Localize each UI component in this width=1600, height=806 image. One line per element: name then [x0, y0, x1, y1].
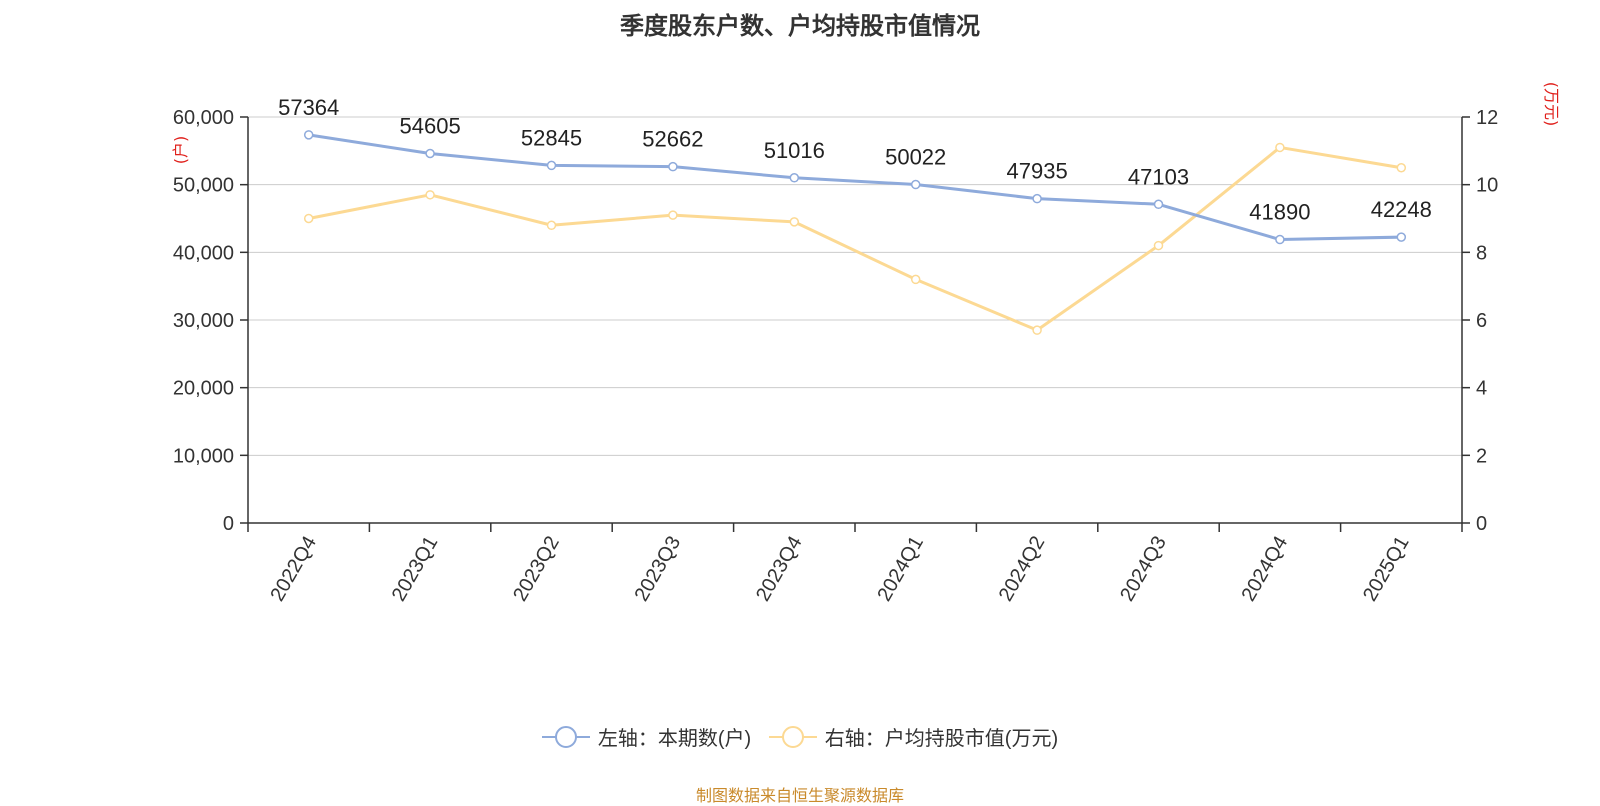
right-series-point	[546, 220, 557, 231]
left-series-line	[308, 133, 1402, 242]
left-series-point	[425, 148, 435, 159]
x-axis-tick-label: 2023Q1	[388, 533, 443, 606]
left-series-point	[789, 173, 800, 183]
source-note: 制图数据来自恒生聚源数据库	[695, 788, 904, 805]
data-label: 52845	[521, 125, 582, 150]
left-series-point	[1396, 232, 1407, 242]
chart-title: 季度股东户数、户均持股市值情况	[620, 13, 980, 40]
data-label: 52662	[642, 127, 703, 152]
right-series-point	[910, 274, 921, 285]
left-axis-tick-label: 10,000	[173, 445, 234, 467]
right-axis-unit-label: (万元)	[1542, 82, 1561, 127]
left-series-point	[546, 160, 557, 171]
data-label: 47935	[1007, 159, 1068, 184]
right-series-line	[308, 145, 1402, 332]
legend-marker-left-series	[541, 725, 590, 749]
x-axis-tick-label: 2023Q2	[509, 533, 564, 606]
x-axis-tick-label: 2024Q4	[1238, 533, 1293, 606]
x-axis-tick-label: 2025Q1	[1359, 533, 1414, 606]
left-axis-tick-label: 0	[223, 513, 234, 535]
x-axis-tick-label: 2023Q4	[752, 533, 807, 606]
right-axis-tick-label: 6	[1476, 310, 1487, 332]
left-axis-tick-label: 50,000	[173, 175, 234, 197]
right-axis-tick-label: 8	[1476, 242, 1487, 264]
right-axis-tick-label: 2	[1476, 445, 1487, 467]
left-series-point	[1153, 199, 1164, 210]
left-series-point	[1275, 234, 1285, 245]
x-axis-tick-label: 2023Q3	[631, 533, 686, 606]
right-axis-tick-label: 10	[1476, 175, 1498, 197]
legend-label-right-series: 右轴：户均持股市值(万元)	[824, 728, 1059, 750]
x-axis-tick-label: 2022Q4	[266, 533, 321, 606]
left-series-point	[668, 161, 678, 172]
right-series-point	[1275, 142, 1285, 153]
x-axis-tick-label: 2024Q1	[873, 533, 928, 606]
left-series-point	[1032, 193, 1042, 204]
legend-marker-right-series	[768, 725, 817, 749]
data-label: 42248	[1371, 197, 1432, 222]
left-axis-tick-label: 20,000	[173, 378, 234, 400]
right-series-point	[303, 213, 314, 224]
left-axis-tick-label: 40,000	[173, 242, 234, 264]
x-axis-tick-label: 2024Q3	[1116, 533, 1171, 606]
right-series-point	[425, 190, 435, 200]
legend-item-right-series[interactable]: 右轴：户均持股市值(万元)	[768, 722, 1059, 751]
data-label: 41890	[1249, 200, 1310, 225]
left-axis-tick-label: 30,000	[173, 310, 234, 332]
legend-item-left-series[interactable]: 左轴：本期数(户)	[541, 722, 752, 751]
left-series-point	[303, 130, 314, 140]
data-label: 50022	[885, 145, 946, 170]
right-axis-tick-label: 0	[1476, 513, 1487, 535]
right-series-point	[1396, 163, 1407, 173]
right-axis-tick-label: 12	[1476, 107, 1498, 129]
left-series-point	[910, 179, 921, 190]
right-series-point	[789, 217, 800, 227]
left-axis-tick-label: 60,000	[173, 107, 234, 129]
right-series-point	[1032, 325, 1042, 335]
data-label: 57364	[278, 95, 339, 120]
legend-label-left-series: 左轴：本期数(户)	[597, 728, 752, 750]
x-axis-tick-label: 2024Q2	[995, 533, 1050, 606]
right-series-point	[1153, 240, 1164, 251]
right-series-point	[668, 210, 678, 220]
data-label: 47103	[1128, 164, 1189, 189]
legend: 左轴：本期数(户) 右轴：户均持股市值(万元)	[0, 722, 1600, 755]
left-axis-unit-label: (户)	[171, 136, 190, 165]
right-axis-tick-label: 4	[1476, 378, 1487, 400]
data-label: 54605	[400, 114, 461, 139]
data-label: 51016	[764, 138, 825, 163]
